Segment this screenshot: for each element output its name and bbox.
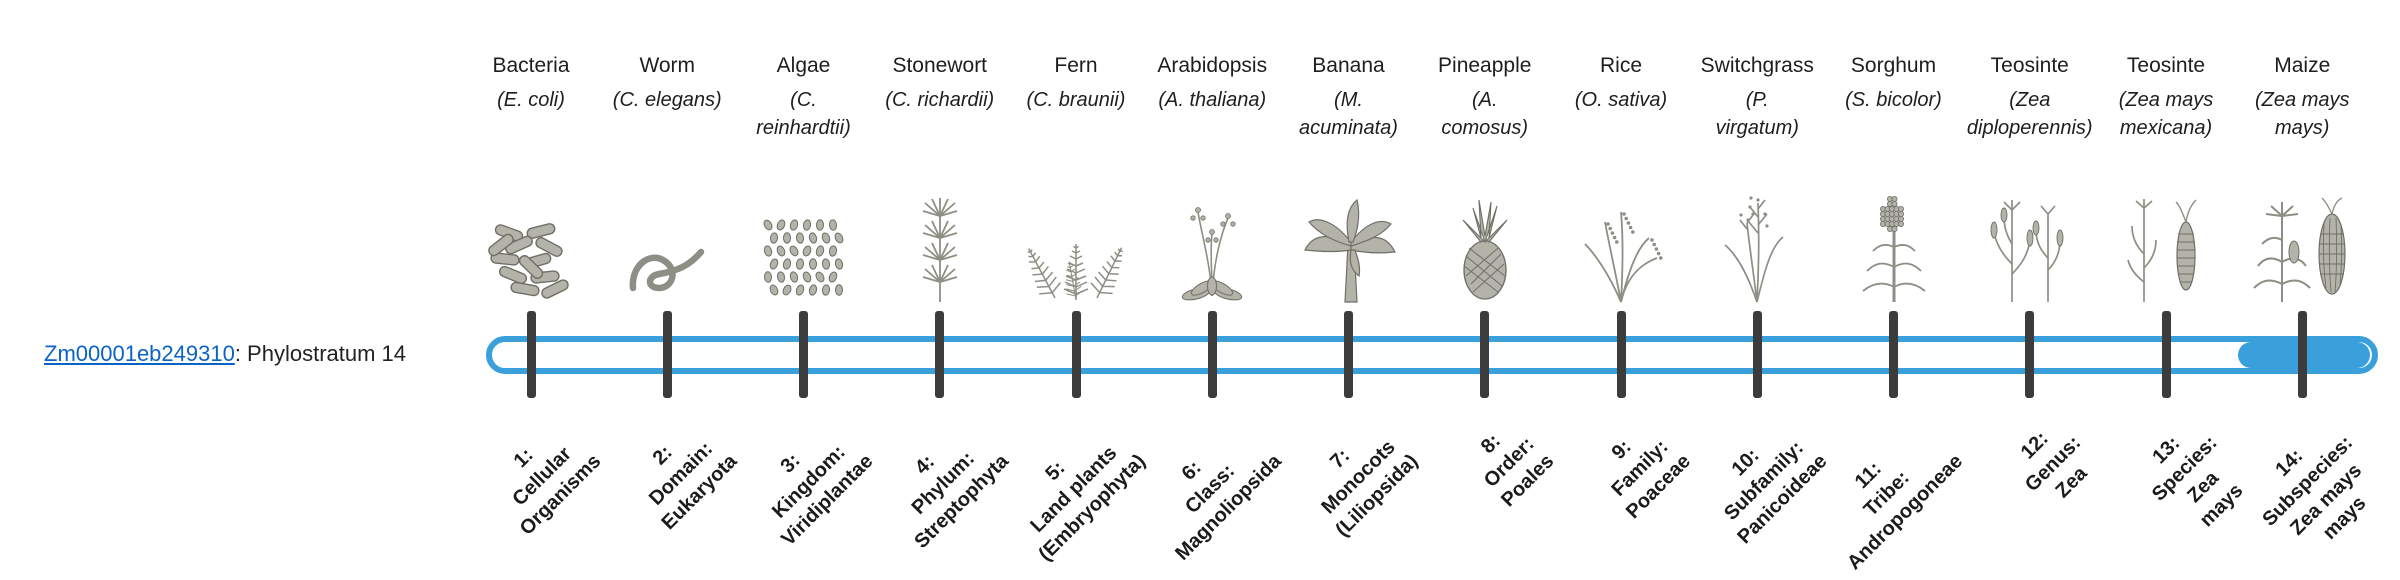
phylostratum-tick-6: [1207, 311, 1217, 398]
phylostratum-tick-12: [2025, 311, 2035, 398]
organism-latin-name: (Zea diploperennis): [1966, 89, 2093, 139]
phylostratum-tick-7: [1344, 311, 1353, 398]
phylostratum-tick-14: [2297, 311, 2307, 398]
algae-icon: [719, 186, 889, 304]
switchgrass-icon: [1672, 186, 1842, 304]
organism-latin-name: (S. bicolor): [1845, 89, 1942, 111]
organism-latin-name: (A. comosus): [1441, 89, 1529, 139]
phylostratum-tick-3: [799, 311, 808, 398]
phylostratum-label-8: 8: Order: Poales: [1477, 429, 1559, 512]
organism-latin-name: (Zea mays mexicana): [2118, 89, 2214, 139]
organism-name: Stonewort: [892, 54, 988, 77]
pineapple-icon: [1400, 186, 1570, 304]
organism-latin-name: (E. coli): [497, 89, 565, 111]
phylostratum-label-12: 12: Genus: Zea: [2016, 427, 2092, 503]
organism-latin-name: (A. thaliana): [1158, 89, 1267, 111]
bacteria-icon: [446, 186, 616, 304]
organism-name: Teosinte: [2126, 54, 2206, 77]
phylostratum-label-2: 2: Domain: Eukaryota: [644, 437, 741, 535]
teosinte-mexicana-icon: [2081, 186, 2251, 304]
phylostratum-tick-4: [935, 311, 945, 398]
organism-name: Bacteria: [492, 54, 570, 77]
teosinte-diploperennis-icon: [1945, 186, 2115, 304]
organism-name: Worm: [639, 54, 696, 77]
phylostratum-label-5: 5: Land plants (Embryophyta): [1026, 442, 1150, 566]
organism-name: Maize: [2274, 54, 2331, 77]
gene-link[interactable]: Zm00001eb249310: [44, 341, 235, 366]
banana-icon: [1264, 186, 1434, 304]
organism-name: Teosinte: [1990, 54, 2069, 77]
organism-latin-name: (C. braunii): [1026, 89, 1126, 111]
phylostratum-label-7: 7: Monocots (Liliopsida): [1317, 436, 1423, 542]
phylostratum-tick-5: [1071, 311, 1081, 398]
organism-name: Algae: [776, 54, 831, 77]
organism-name: Pineapple: [1438, 54, 1532, 77]
phylostratum-tick-8: [1480, 311, 1490, 398]
organism-name: Switchgrass: [1700, 54, 1814, 77]
rice-icon: [1536, 186, 1706, 304]
stonewort-icon: [855, 186, 1025, 304]
phylostratum-label-11: 11: Tribe: Andropogoneae: [1843, 450, 1968, 575]
phylostratum-label-4: 4: Phylum: Streptophyta: [908, 447, 1014, 553]
phylostratum-label-6: 6: Class: Magnoliopsida: [1171, 450, 1286, 565]
phylostratum-label-14: 14: Subspecies: Zea mays mays: [2258, 431, 2371, 544]
organism-name: Arabidopsis: [1157, 54, 1268, 77]
organism-latin-name: (M. acuminata): [1299, 89, 1398, 139]
sorghum-icon: [1809, 186, 1979, 304]
organism-name: Fern: [1054, 54, 1098, 77]
organism-name: Rice: [1599, 54, 1642, 77]
organism-latin-name: (C. richardii): [885, 89, 995, 111]
organism-latin-name: (C. reinhardtii): [756, 89, 851, 139]
timeline-bar: [486, 336, 2378, 374]
arabidopsis-icon: [1127, 186, 1297, 304]
worm-icon: [582, 186, 752, 304]
organism-latin-name: (C. elegans): [612, 89, 722, 111]
phylostratum-label-1: 1: Cellular Organisms: [507, 442, 605, 540]
phylostratum-tick-9: [1616, 311, 1626, 398]
gene-phylostratum-text: : Phylostratum 14: [234, 341, 407, 366]
organism-latin-name: (O. sativa): [1574, 89, 1668, 111]
gene-label: Zm00001eb249310: Phylostratum 14: [44, 341, 406, 367]
phylostratum-label-13: 13: Species: Zea mays: [2147, 431, 2248, 532]
phylostratum-label-10: 10: Subfamily: Panicoideae: [1719, 436, 1831, 549]
phylostratum-tick-13: [2161, 311, 2171, 398]
phylostratum-tick-2: [662, 311, 672, 398]
organism-latin-name: (Zea mays mays): [2255, 89, 2350, 139]
phylostratum-tick-10: [1752, 311, 1762, 398]
phylostratum-tick-11: [1889, 311, 1898, 398]
phylostratum-label-3: 3: Kingdom: Viridiplantae: [767, 441, 878, 551]
phylostratum-label-9: 9: Family: Poaceae: [1607, 435, 1695, 524]
organism-name: Sorghum: [1850, 54, 1937, 77]
organism-latin-name: (P. virgatum): [1715, 89, 1799, 139]
maize-icon: [2217, 186, 2387, 304]
organism-name: Banana: [1312, 54, 1385, 77]
phylostratum-tick-1: [526, 311, 536, 398]
